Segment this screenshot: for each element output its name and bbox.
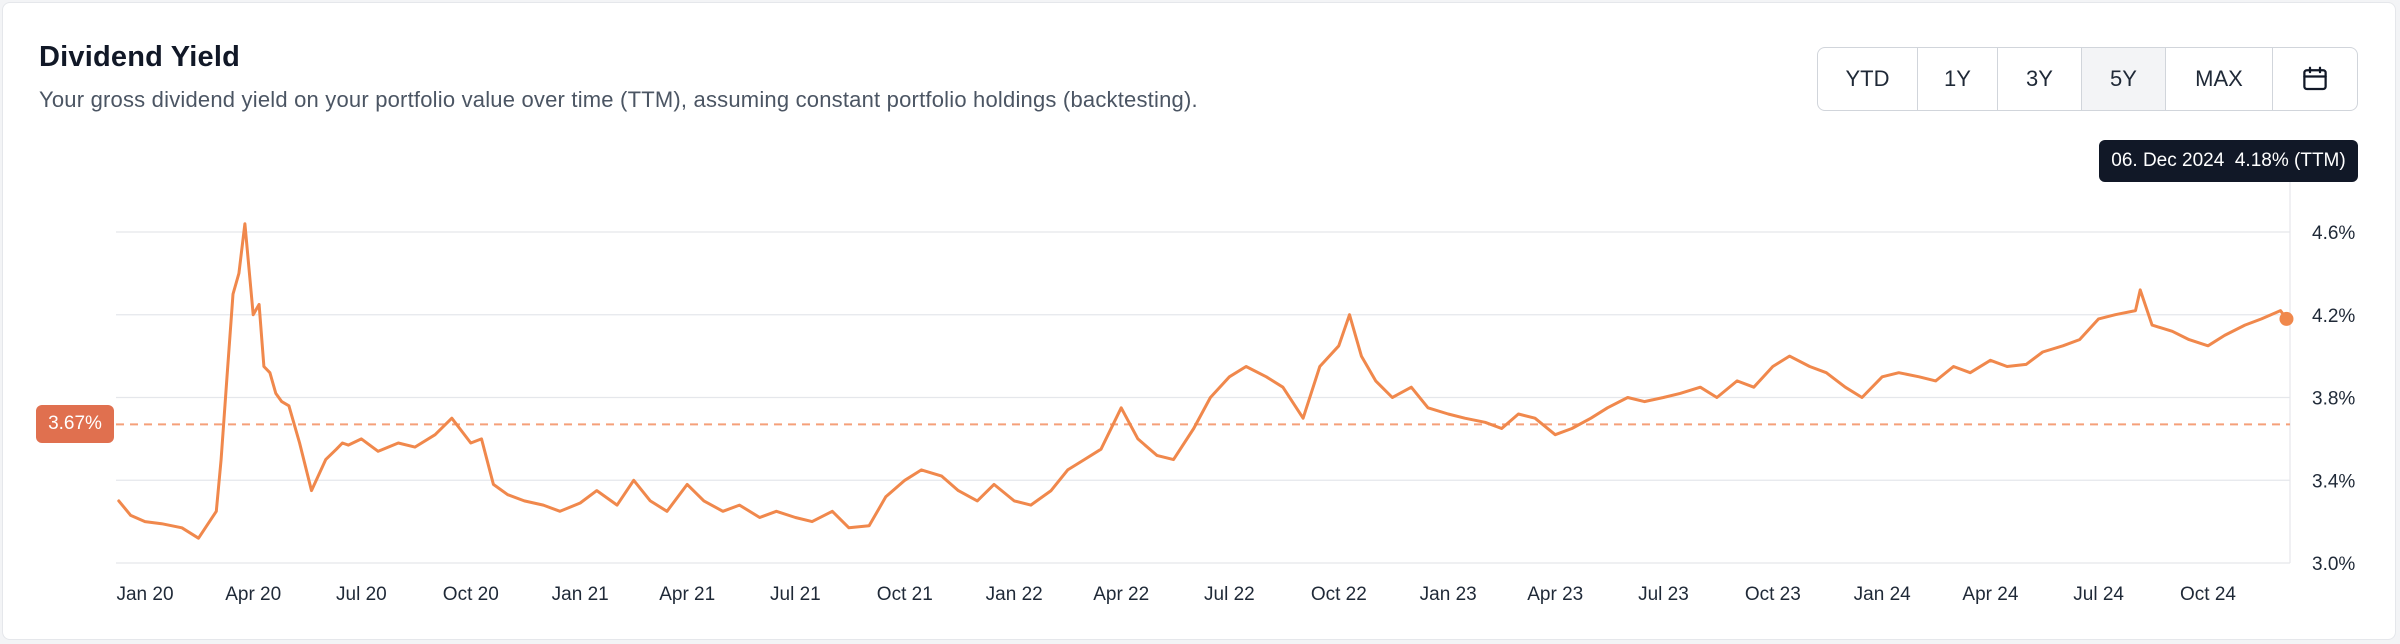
x-tick-label: Jan 20 [116,584,173,605]
range-1y-button[interactable]: 1Y [1918,48,1998,110]
range-max-button[interactable]: MAX [2166,48,2273,110]
y-tick-label: 4.6% [2312,223,2355,244]
x-tick-label: Apr 23 [1527,584,1583,605]
x-tick-label: Apr 22 [1093,584,1149,605]
x-tick-label: Jul 24 [2073,584,2124,605]
x-tick-label: Jan 22 [986,584,1043,605]
x-tick-label: Apr 21 [659,584,715,605]
tooltip-date: 06. Dec 2024 [2111,150,2225,171]
x-tick-label: Oct 24 [2180,584,2236,605]
x-tick-label: Jan 21 [552,584,609,605]
x-tick-label: Jan 23 [1420,584,1477,605]
x-tick-label: Jul 21 [770,584,821,605]
x-tick-label: Jul 22 [1204,584,1255,605]
dividend-yield-line [117,222,2288,540]
range-ytd-button[interactable]: YTD [1818,48,1918,110]
x-tick-label: Apr 24 [1962,584,2018,605]
x-tick-label: Oct 21 [877,584,933,605]
y-tick-label: 4.2% [2312,306,2355,327]
current-point-marker [2279,311,2294,326]
x-tick-label: Oct 23 [1745,584,1801,605]
hover-tooltip: 06. Dec 2024 4.18% (TTM) [2099,140,2358,182]
x-tick-label: Oct 22 [1311,584,1367,605]
y-tick-label: 3.0% [2312,554,2355,575]
x-tick-label: Oct 20 [443,584,499,605]
tooltip-value: 4.18% (TTM) [2234,150,2346,171]
x-tick-label: Jan 24 [1854,584,1911,605]
range-selector: YTD 1Y 3Y 5Y MAX [1817,47,2358,111]
card-title: Dividend Yield [39,41,241,73]
y-tick-label: 3.4% [2312,471,2355,492]
range-3y-button[interactable]: 3Y [1998,48,2082,110]
x-tick-label: Apr 20 [225,584,281,605]
calendar-icon [2303,66,2327,91]
x-tick-label: Jul 23 [1638,584,1689,605]
card-subtitle: Your gross dividend yield on your portfo… [39,87,1198,112]
range-5y-button[interactable]: 5Y [2082,48,2166,110]
y-tick-label: 3.8% [2312,389,2355,410]
calendar-button[interactable] [2273,48,2357,110]
average-badge: 3.67% [36,405,114,443]
x-tick-label: Jul 20 [336,584,387,605]
